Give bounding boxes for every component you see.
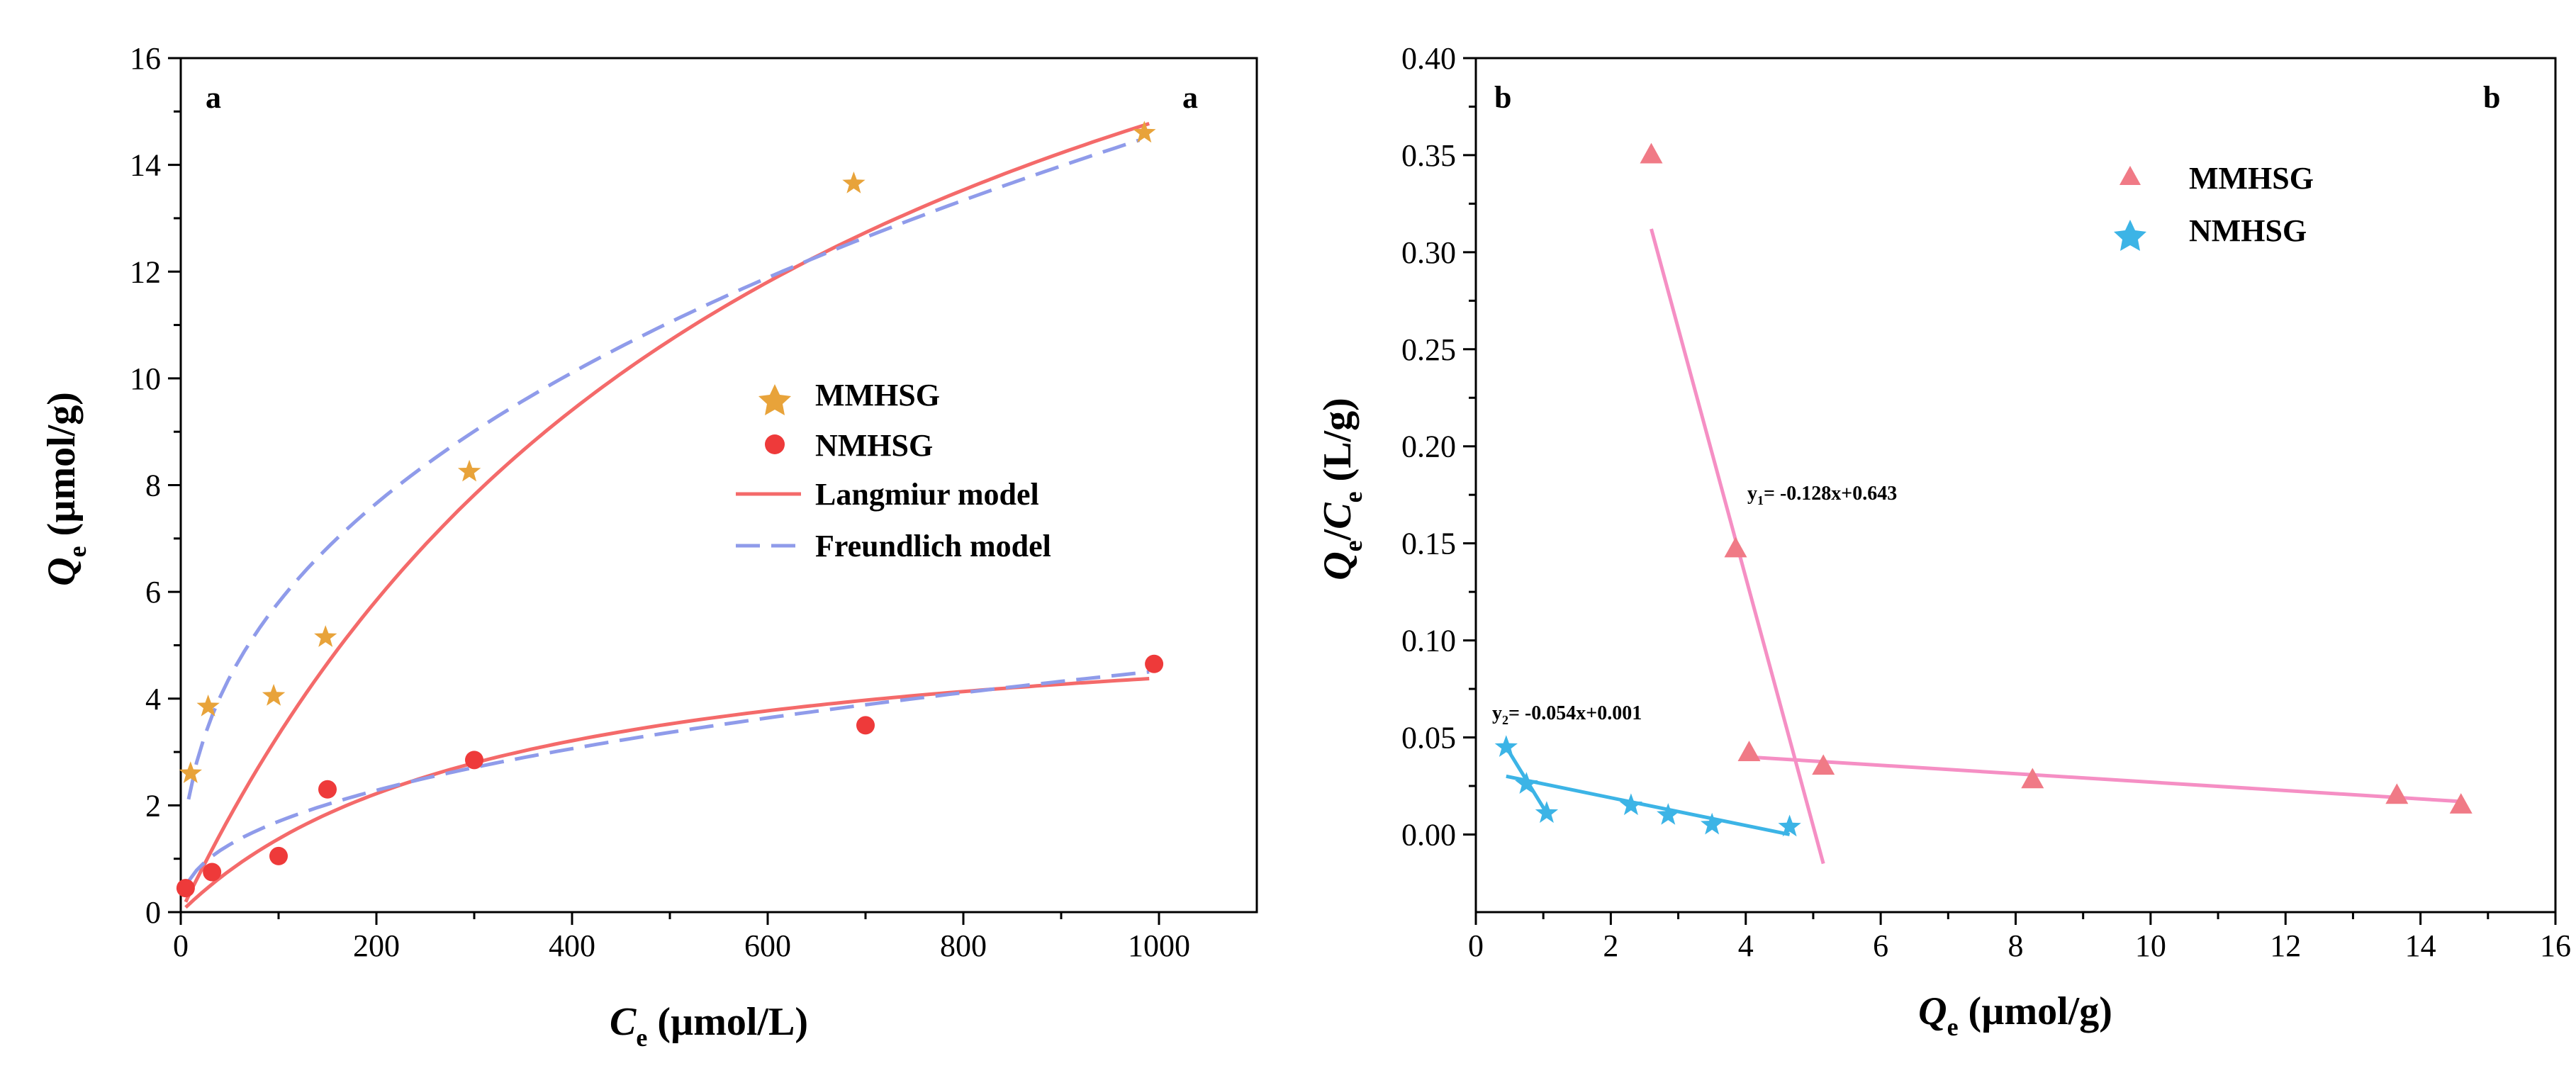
legend-freundlich-a: Freundlich model	[815, 529, 1051, 563]
legend-triangle-marker	[2119, 166, 2141, 185]
y-tick-label: 0.35	[1401, 138, 1456, 173]
nmhsg-point	[1535, 801, 1559, 824]
nmhsg-point	[1619, 793, 1643, 816]
equation-nmhsg: y2= -0.054x+0.001	[1492, 702, 1642, 727]
y-tick-label: 0.00	[1401, 817, 1456, 852]
mmhsg-point	[457, 459, 481, 482]
mmhsg-point	[2449, 793, 2473, 814]
x-tick-label: 10	[2135, 928, 2166, 963]
mmhsg-point	[262, 684, 286, 706]
panel-a-x-axis-label: Ce (µmol/L)	[610, 1000, 808, 1052]
legend-star-marker	[758, 384, 791, 415]
panel-a-legend: MMHSG NMHSG Langmiur model Freundlich mo…	[736, 378, 1051, 563]
y-tick-label: 16	[130, 41, 161, 76]
nmhsg-point	[176, 879, 195, 898]
mmhsg-point	[2385, 783, 2409, 804]
x-tick-label: 200	[353, 928, 400, 963]
y-tick-label: 4	[145, 682, 161, 717]
mmhsg-point	[1737, 741, 1761, 761]
legend-nmhsg-a: NMHSG	[815, 428, 933, 463]
x-tick-label: 4	[1738, 928, 1754, 963]
freundlich-fit-curve	[186, 670, 1150, 882]
x-tick-label: 600	[744, 928, 791, 963]
x-tick-label: 6	[1873, 928, 1888, 963]
legend-langmuir-a: Langmiur model	[815, 477, 1039, 512]
mmhsg-point	[1812, 754, 1835, 775]
y-tick-label: 8	[145, 468, 161, 503]
panel-a-plot-frame	[179, 57, 1258, 914]
panel-b-label-left: b	[1494, 80, 1511, 115]
y-tick-label: 0.20	[1401, 429, 1456, 464]
y-tick-label: 2	[145, 788, 161, 823]
mmhsg-point	[1724, 536, 1747, 558]
y-tick-label: 0.15	[1401, 527, 1456, 561]
nmhsg-point	[269, 846, 288, 865]
nmhsg-point	[1701, 812, 1724, 835]
x-tick-label: 2	[1603, 928, 1618, 963]
nmhsg-point	[203, 863, 222, 882]
y-tick-label: 0	[145, 895, 161, 930]
panel-a-y-axis-label: Qe(µmol/g)	[40, 392, 91, 586]
x-tick-label: 0	[173, 928, 189, 963]
nmhsg-point	[1515, 772, 1538, 794]
langmuir-fit-curve	[184, 122, 1150, 903]
nmhsg-point	[465, 751, 483, 770]
mmhsg-point	[179, 761, 202, 783]
panel-a-chart: 0 200 400 600 800 1000 0 2 4 6 8 10 12 14 16 a a Qe(µm…	[40, 41, 1258, 1052]
panel-b-plot-frame	[1474, 57, 2557, 914]
nmhsg-point	[1494, 735, 1518, 757]
x-tick-label: 0	[1468, 928, 1484, 963]
mmhsg-point	[196, 695, 220, 717]
mmhsg-point	[842, 172, 866, 193]
x-tick-label: 14	[2405, 928, 2436, 963]
x-tick-label: 8	[2008, 928, 2024, 963]
x-tick-label: 1000	[1128, 928, 1190, 963]
freundlich-fit-curve	[186, 138, 1141, 800]
x-tick-label: 400	[549, 928, 595, 963]
panel-b-label-right: b	[2483, 80, 2500, 115]
panel-b-y-axis-label: Qe/Ce(L/g)	[1316, 398, 1367, 580]
panel-a-marks	[176, 120, 1164, 909]
panel-b-x-axis-label: Qe (µmol/g)	[1918, 989, 2112, 1041]
nmhsg-point	[856, 716, 875, 735]
y-tick-label: 10	[130, 361, 161, 396]
x-tick-label: 16	[2540, 928, 2571, 963]
panel-b-ticks: 0 2 4 6 8 10 12 14 16 0.00 0.05 0.10 0.15 0.20 0.25 0.3…	[1401, 41, 2571, 963]
x-tick-label: 12	[2270, 928, 2301, 963]
y-tick-label: 0.30	[1401, 235, 1456, 270]
panel-a-label-right: a	[1182, 80, 1198, 115]
panel-b-chart: 0 2 4 6 8 10 12 14 16 0.00 0.05 0.10 0.15 0.20 0.25 0.3…	[1316, 41, 2571, 1041]
legend-nmhsg-b: NMHSG	[2189, 213, 2307, 248]
panel-a-label-left: a	[206, 80, 221, 115]
y-tick-label: 0.05	[1401, 721, 1456, 755]
nmhsg-point	[318, 780, 337, 799]
mmhsg-point	[1133, 120, 1156, 143]
y-tick-label: 12	[130, 254, 161, 289]
nmhsg-point	[1145, 654, 1164, 673]
mmhsg-point	[2021, 768, 2044, 789]
mmhsg-point	[1640, 142, 1663, 164]
legend-mmhsg-a: MMHSG	[815, 378, 940, 412]
legend-circle-marker	[765, 434, 785, 454]
panel-a-ticks: 0 200 400 600 800 1000 0 2 4 6 8 10 12 14 16	[130, 41, 1190, 963]
nmhsg-point	[1778, 814, 1801, 837]
x-tick-label: 800	[940, 928, 987, 963]
panel-b-legend: MMHSG NMHSG	[2114, 161, 2314, 251]
panel-b-marks	[1494, 142, 2473, 865]
nmhsg-point	[1657, 803, 1680, 825]
linear-fit-line	[1745, 755, 2461, 804]
y-tick-label: 14	[130, 148, 161, 183]
y-tick-label: 0.40	[1401, 41, 1456, 76]
y-tick-label: 0.10	[1401, 624, 1456, 658]
legend-mmhsg-b: MMHSG	[2189, 161, 2314, 196]
y-tick-label: 6	[145, 575, 161, 609]
legend-star-marker-b	[2114, 220, 2146, 251]
mmhsg-point	[314, 625, 337, 647]
equation-mmhsg: y1= -0.128x+0.643	[1747, 483, 1897, 507]
y-tick-label: 0.25	[1401, 332, 1456, 367]
linear-fit-line	[1506, 774, 1791, 836]
